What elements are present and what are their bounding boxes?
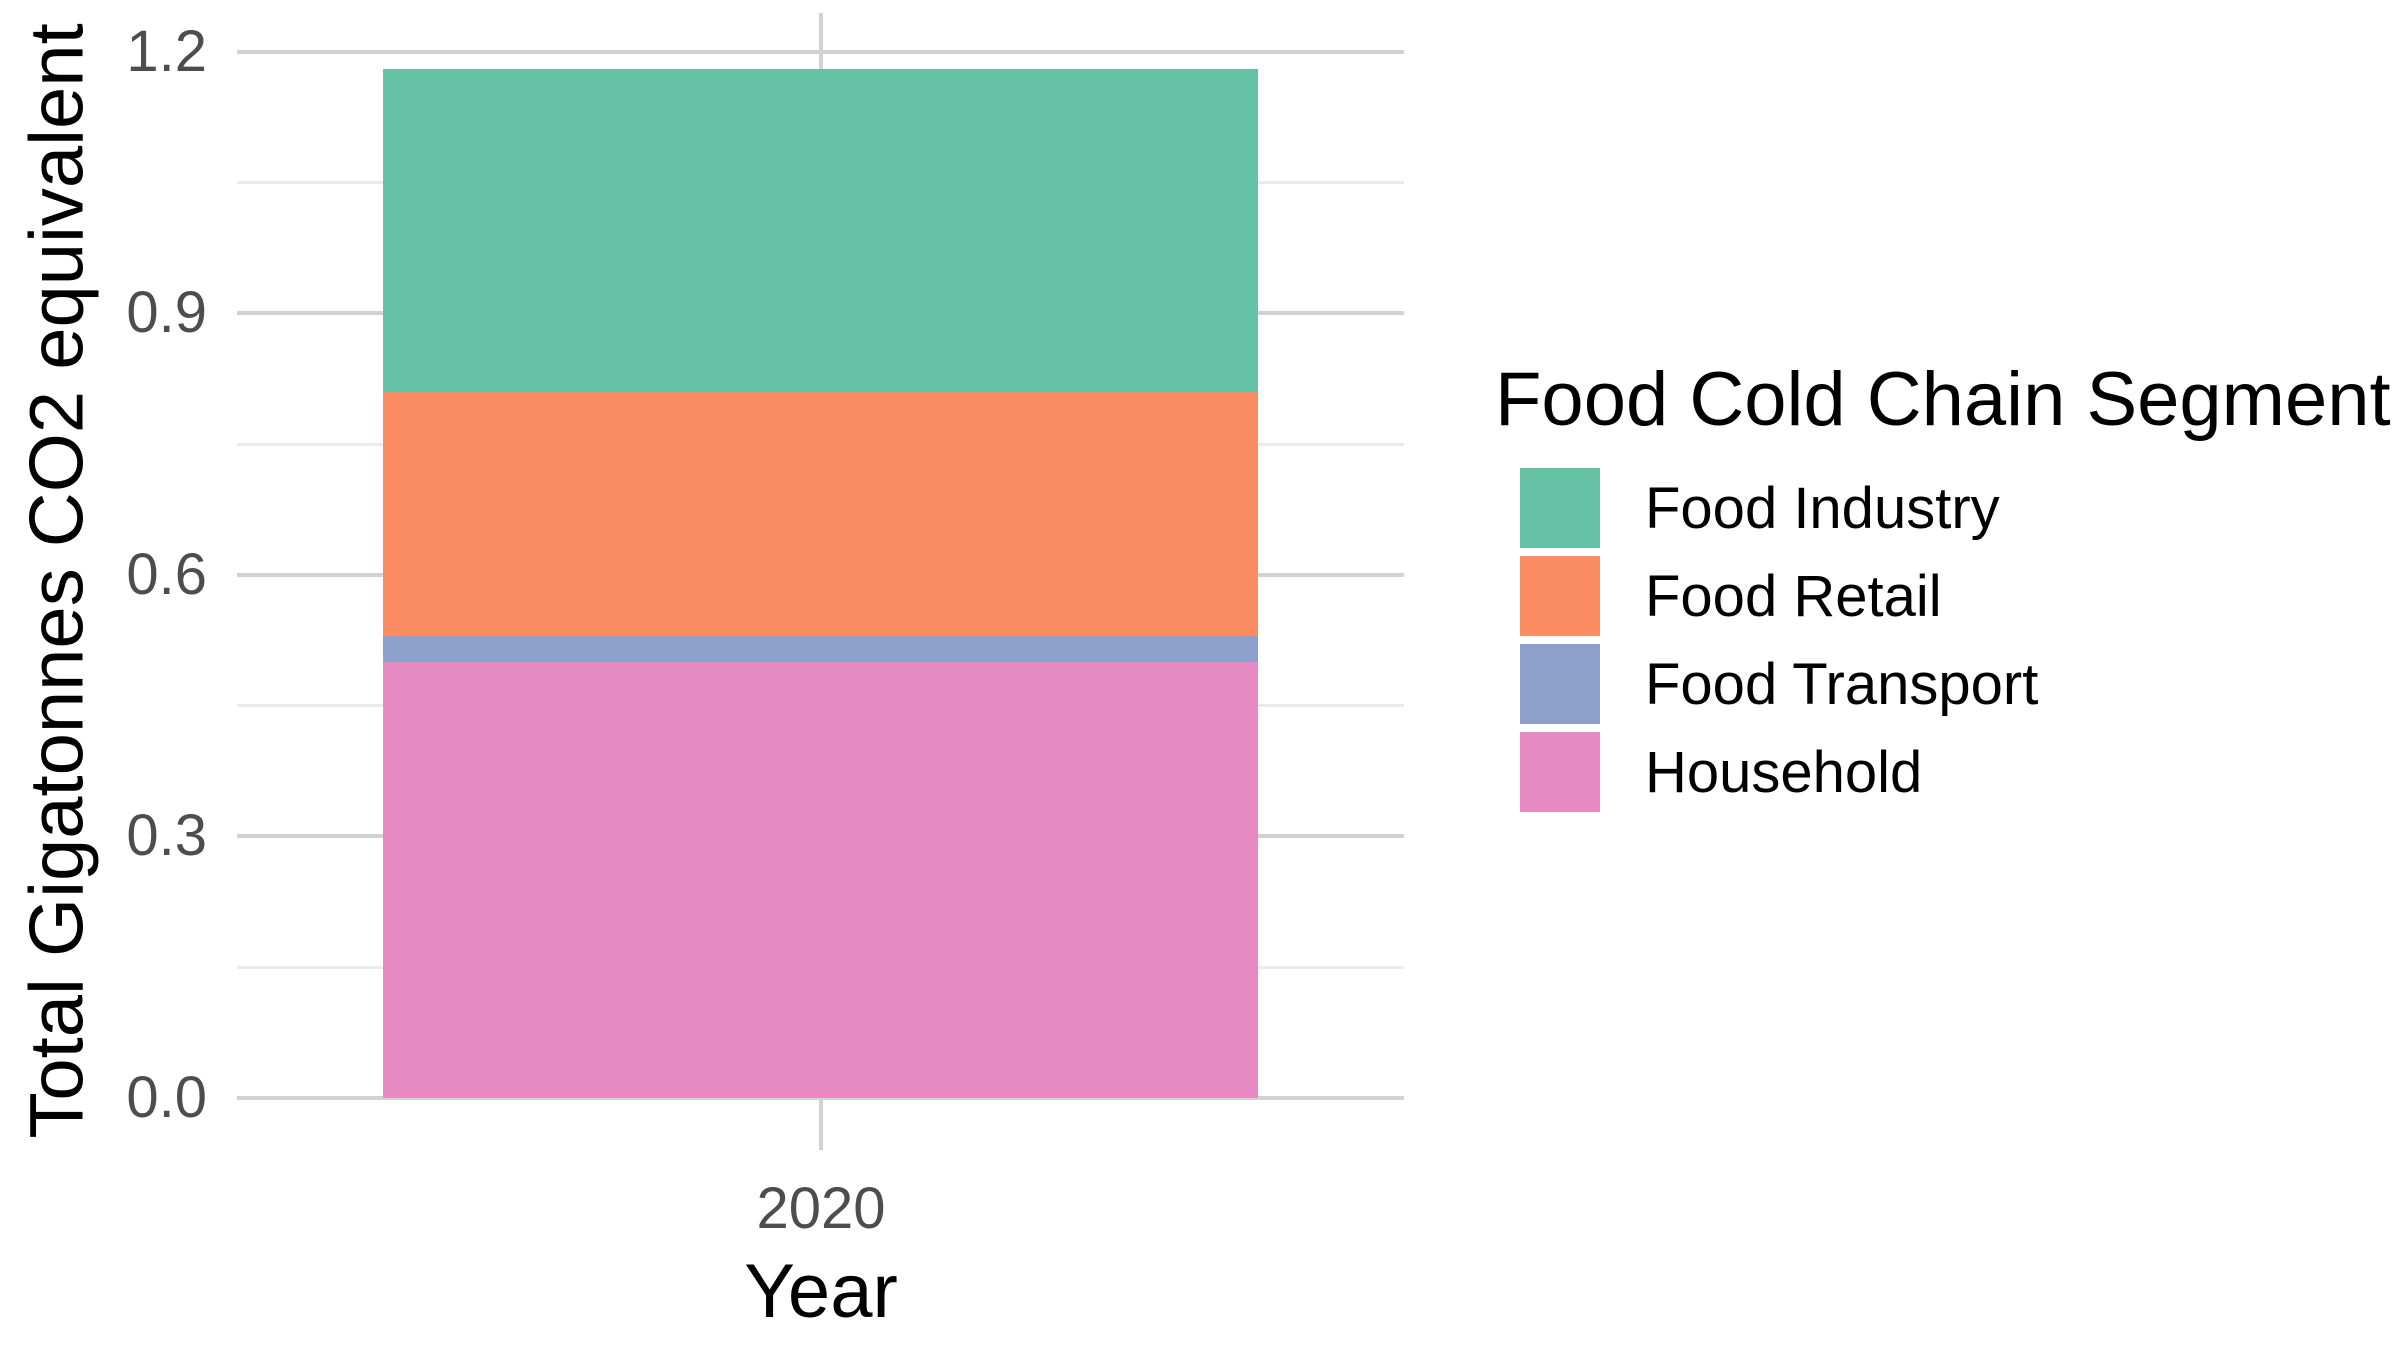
legend-label: Food Industry — [1645, 475, 2000, 541]
x-axis-title: Year — [744, 1249, 898, 1334]
legend-item-household: Household — [1520, 732, 2391, 812]
legend-item-food-industry: Food Industry — [1520, 468, 2391, 548]
legend-swatch-food-transport — [1520, 644, 1600, 724]
y-tick-label: 0.9 — [126, 280, 207, 346]
x-tick-label: 2020 — [756, 1176, 886, 1241]
legend: Food Cold Chain Segment Food Industry Foo… — [1495, 360, 2391, 820]
legend-item-food-transport: Food Transport — [1520, 644, 2391, 724]
bar-segment-household — [383, 662, 1258, 1098]
y-tick-label: 1.2 — [126, 18, 207, 84]
plot-panel — [237, 13, 1404, 1150]
legend-item-food-retail: Food Retail — [1520, 556, 2391, 636]
legend-swatch-food-industry — [1520, 468, 1600, 548]
legend-label: Household — [1645, 739, 1923, 805]
legend-items: Food Industry Food Retail Food Transport Ho… — [1495, 468, 2391, 812]
legend-title: Food Cold Chain Segment — [1495, 357, 2391, 442]
y-tick-label: 0.6 — [126, 541, 207, 607]
legend-swatch-household — [1520, 732, 1600, 812]
y-tick-label: 0.3 — [126, 803, 207, 869]
legend-swatch-food-retail — [1520, 556, 1600, 636]
y-tick-label: 0.0 — [126, 1065, 207, 1130]
legend-label: Food Transport — [1645, 651, 2039, 717]
bar-segment-food-retail — [383, 391, 1258, 636]
legend-label: Food Retail — [1645, 563, 1942, 629]
bar-segment-food-transport — [383, 636, 1258, 663]
bar-segment-food-industry — [383, 69, 1258, 392]
